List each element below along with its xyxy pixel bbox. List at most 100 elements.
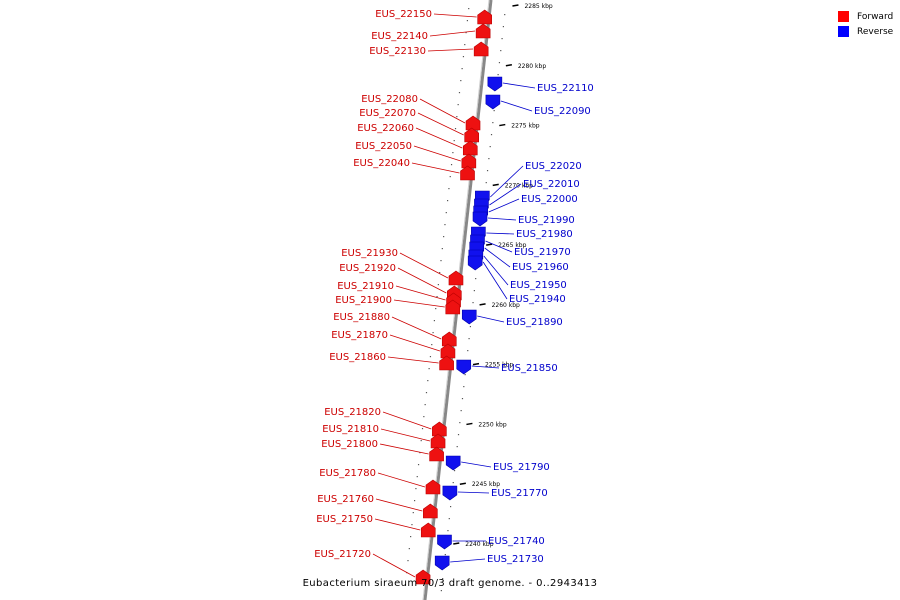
track-dot bbox=[468, 8, 470, 10]
reverse-gene-leader bbox=[500, 100, 533, 112]
reverse-gene-label: EUS_22000 bbox=[521, 194, 578, 205]
track-dot bbox=[490, 134, 493, 136]
reverse-gene-block bbox=[485, 94, 501, 110]
scale-tick bbox=[479, 303, 486, 306]
track-dot bbox=[431, 344, 433, 346]
forward-gene-label: EUS_22070 bbox=[359, 108, 416, 119]
forward-gene-label: EUS_22150 bbox=[375, 9, 432, 20]
legend: Forward Reverse bbox=[838, 9, 893, 39]
track-dot bbox=[467, 350, 469, 352]
forward-gene-leader bbox=[377, 472, 426, 488]
track-dot bbox=[416, 476, 418, 478]
forward-gene-label: EUS_21920 bbox=[339, 263, 396, 274]
forward-gene-block bbox=[430, 433, 446, 449]
reverse-gene-label: EUS_22090 bbox=[534, 106, 591, 117]
forward-gene-leader bbox=[397, 267, 447, 294]
forward-gene-leader bbox=[417, 112, 464, 136]
track-dot bbox=[435, 308, 437, 310]
track-dot bbox=[444, 224, 446, 226]
forward-gene-leader bbox=[382, 411, 432, 430]
track-dot bbox=[461, 398, 464, 400]
reverse-gene-label: EUS_21990 bbox=[518, 215, 575, 226]
forward-gene-block bbox=[439, 355, 454, 371]
forward-gene-leader bbox=[387, 356, 439, 364]
track-dot bbox=[447, 530, 449, 532]
forward-gene-label: EUS_21880 bbox=[333, 312, 390, 323]
track-dot bbox=[497, 74, 499, 76]
reverse-gene-block bbox=[461, 309, 477, 325]
track-dot bbox=[443, 236, 445, 238]
forward-gene-leader bbox=[411, 162, 460, 174]
reverse-gene-block bbox=[434, 555, 450, 571]
reverse-gene-label: EUS_21980 bbox=[516, 229, 573, 240]
forward-gene-label: EUS_21820 bbox=[324, 407, 381, 418]
forward-gene-block bbox=[460, 165, 475, 181]
forward-gene-block bbox=[440, 343, 456, 359]
reverse-gene-label: EUS_21740 bbox=[488, 536, 545, 547]
legend-label-reverse: Reverse bbox=[857, 26, 894, 37]
track-dot bbox=[444, 554, 446, 556]
reverse-gene-label: EUS_21950 bbox=[510, 280, 567, 291]
track-dot bbox=[460, 80, 462, 82]
track-dot bbox=[407, 560, 409, 562]
track-dot bbox=[423, 416, 425, 418]
track-dot bbox=[450, 506, 452, 508]
track-dot bbox=[432, 332, 434, 334]
track-dot bbox=[486, 170, 489, 172]
forward-gene-block bbox=[461, 153, 477, 169]
reverse-gene-block bbox=[472, 211, 488, 227]
scale-tick bbox=[466, 422, 473, 426]
track-dot bbox=[485, 182, 487, 184]
track-dot bbox=[492, 122, 494, 124]
forward-gene-label: EUS_21860 bbox=[329, 352, 386, 363]
reverse-gene-block bbox=[437, 534, 452, 550]
track-dot bbox=[460, 410, 462, 412]
scale-tick-label: 2265 kbp bbox=[498, 242, 526, 249]
track-dot bbox=[473, 290, 475, 292]
track-dot bbox=[456, 116, 458, 118]
reverse-gene-block bbox=[467, 255, 483, 271]
track-dot bbox=[415, 488, 417, 490]
forward-gene-label: EUS_22080 bbox=[361, 94, 418, 105]
forward-gene-leader bbox=[380, 428, 431, 442]
forward-gene-leader bbox=[391, 316, 442, 340]
scale-tick bbox=[472, 362, 480, 366]
track-dot bbox=[466, 20, 468, 22]
scale-tick bbox=[492, 183, 499, 187]
forward-gene-block bbox=[473, 41, 489, 57]
track-dot bbox=[441, 248, 443, 250]
forward-gene-label: EUS_21910 bbox=[337, 281, 394, 292]
reverse-gene-label: EUS_21890 bbox=[506, 317, 563, 328]
track-dot bbox=[429, 356, 432, 358]
reverse-gene-block bbox=[487, 76, 503, 92]
forward-gene-leader bbox=[415, 127, 463, 149]
forward-gene-label: EUS_21870 bbox=[331, 330, 388, 341]
scale-tick-label: 2245 kbp bbox=[472, 481, 500, 488]
track-dot bbox=[448, 188, 450, 190]
track-dot bbox=[463, 386, 465, 388]
track-dot bbox=[462, 56, 465, 58]
track-dot bbox=[439, 272, 441, 274]
track-dot bbox=[448, 518, 450, 520]
track-dot bbox=[417, 464, 420, 466]
track-dot bbox=[440, 260, 442, 262]
track-dot bbox=[504, 14, 506, 16]
track-dot bbox=[489, 146, 491, 148]
forward-gene-block bbox=[477, 9, 492, 25]
forward-gene-label: EUS_22130 bbox=[369, 46, 426, 57]
forward-gene-leader bbox=[395, 285, 446, 301]
track-dot bbox=[424, 404, 426, 406]
track-dot bbox=[449, 176, 451, 178]
forward-gene-block bbox=[465, 115, 481, 131]
reverse-gene-block bbox=[456, 359, 472, 375]
legend-label-forward: Forward bbox=[857, 11, 894, 22]
track-dot bbox=[457, 434, 460, 436]
reverse-gene-leader bbox=[477, 315, 505, 323]
reverse-gene-label: EUS_22020 bbox=[525, 161, 582, 172]
track-dot bbox=[500, 50, 502, 52]
reverse-gene-block bbox=[442, 485, 458, 501]
track-dot bbox=[440, 590, 442, 592]
scale-tick bbox=[512, 4, 519, 7]
